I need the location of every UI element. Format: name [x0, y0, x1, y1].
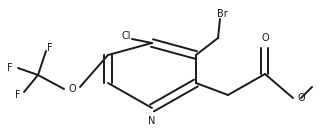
- Text: Cl: Cl: [121, 31, 131, 41]
- Text: F: F: [7, 63, 13, 73]
- Text: F: F: [15, 90, 21, 100]
- Text: F: F: [47, 43, 53, 53]
- Text: N: N: [148, 116, 156, 126]
- Text: O: O: [261, 33, 269, 43]
- Text: Br: Br: [217, 9, 227, 19]
- Text: O: O: [68, 84, 76, 94]
- Text: O: O: [297, 93, 305, 103]
